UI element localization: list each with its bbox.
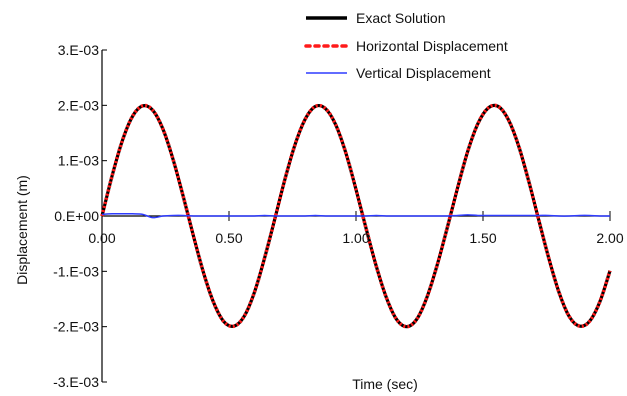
chart-series: [100, 103, 612, 329]
x-tick-label: 1.00: [342, 230, 369, 246]
x-tick-label: 0.50: [215, 230, 242, 246]
y-tick-label: -1.E-03: [53, 263, 99, 279]
legend-label-2: Horizontal Displacement: [356, 38, 508, 54]
legend-label-3: Vertical Displacement: [356, 65, 491, 81]
chart-legend: Exact Solution Horizontal Displacement Ver…: [304, 10, 508, 81]
x-tick-label: 0.00: [88, 230, 115, 246]
y-tick-label: 1.E-03: [58, 153, 99, 169]
y-tick-label: -2.E-03: [53, 319, 99, 335]
y-tick-label: 2.E-03: [58, 97, 99, 113]
series-line-2: [100, 103, 612, 329]
x-axis-title: Time (sec): [352, 376, 418, 392]
y-axis-title: Displacement (m): [14, 175, 30, 285]
y-tick-label: 3.E-03: [58, 42, 99, 58]
x-tick-label: 1.50: [469, 230, 496, 246]
legend-label-1: Exact Solution: [356, 10, 446, 26]
y-tick-label: 0.E+00: [54, 208, 99, 224]
series-line-3: [101, 212, 611, 219]
x-tick-label: 2.00: [596, 230, 623, 246]
chart-tick-labels: 3.E-03 2.E-03 1.E-03 0.E+00 -1.E-03 -2.E-03 -3…: [53, 42, 624, 390]
y-tick-label: -3.E-03: [53, 374, 99, 390]
